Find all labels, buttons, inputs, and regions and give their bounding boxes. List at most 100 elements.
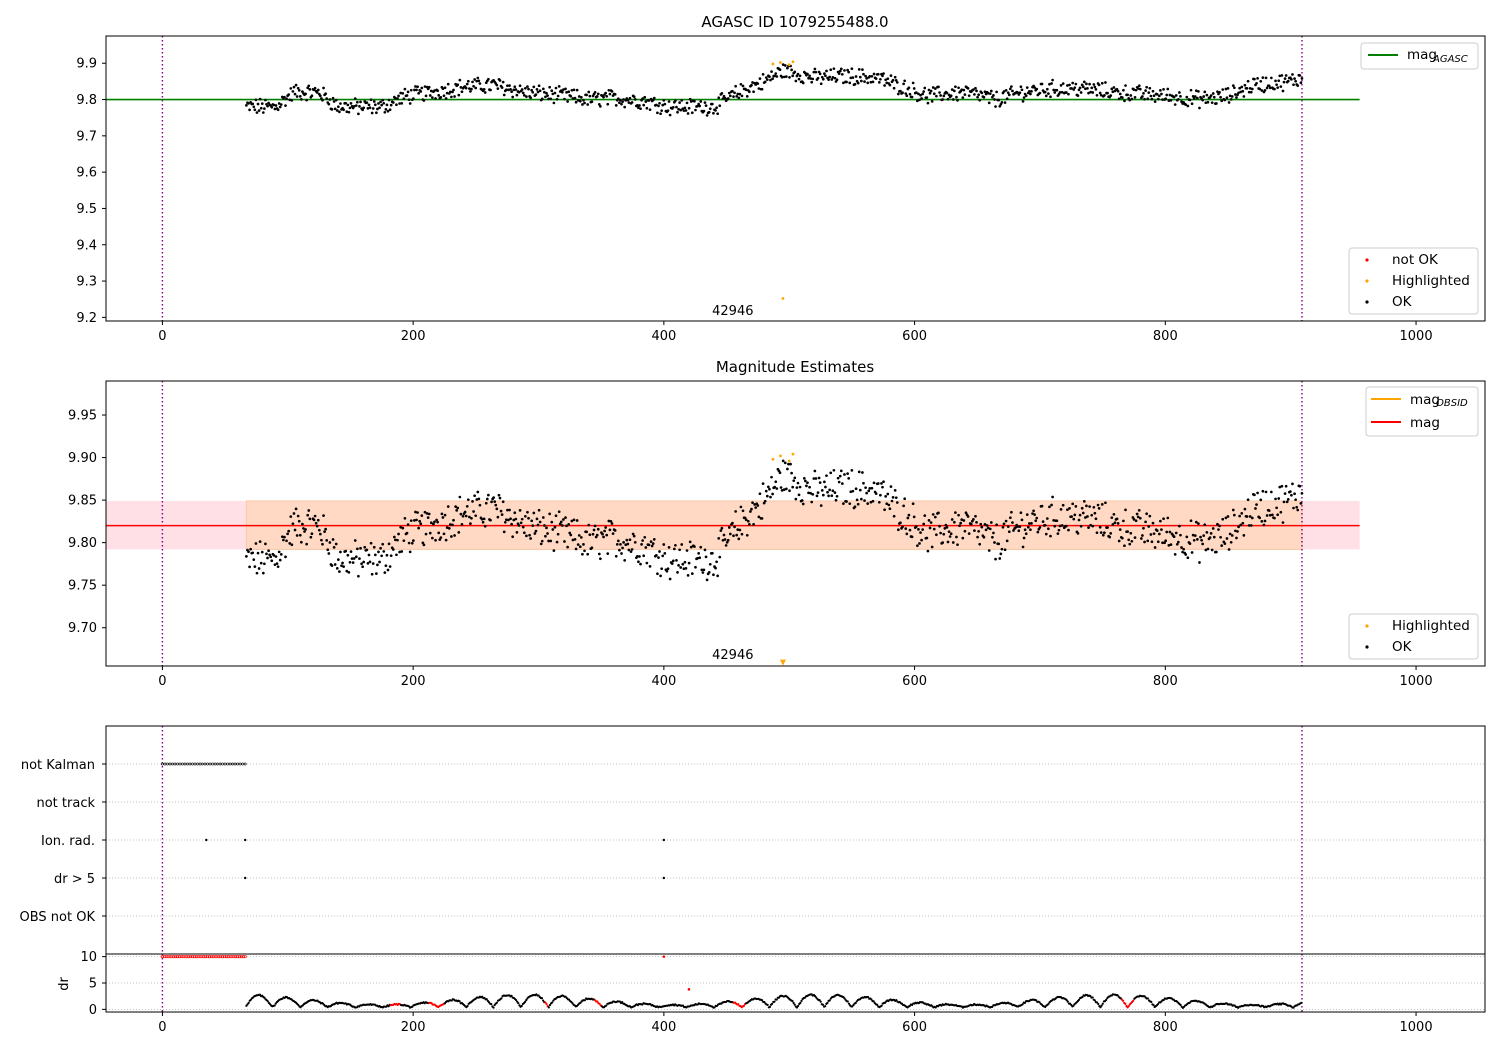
ok-point: [1191, 533, 1195, 537]
ok-point: [420, 514, 424, 517]
legend-mag-obsid-subscript: OBSID: [1436, 398, 1468, 409]
ok-point: [992, 94, 995, 97]
ok-point: [1290, 77, 1293, 81]
p4-ytick-label-5: 5: [89, 977, 97, 992]
ok-point: [862, 481, 865, 485]
ok-point: [1242, 95, 1246, 98]
ok-point: [437, 94, 441, 97]
ok-point: [395, 553, 398, 557]
ok-point: [531, 524, 535, 528]
ok-point: [947, 530, 951, 534]
ok-point: [511, 95, 515, 99]
ok-point: [866, 81, 870, 85]
ok-point: [555, 97, 559, 101]
ok-point: [663, 552, 667, 555]
ok-point: [810, 500, 814, 504]
ok-point: [986, 91, 990, 95]
ok-point: [738, 528, 742, 532]
ok-point: [298, 533, 302, 537]
ok-point: [288, 98, 292, 102]
ok-point: [1247, 524, 1251, 527]
ok-point: [1258, 516, 1262, 520]
ok-point: [536, 523, 540, 527]
ok-point: [306, 513, 310, 517]
ok-point: [1020, 518, 1024, 522]
ok-point: [860, 79, 863, 83]
ok-point: [863, 499, 866, 502]
ok-point: [1256, 491, 1259, 495]
ok-point: [1201, 542, 1204, 546]
ok-point: [886, 77, 890, 81]
ok-point: [472, 510, 475, 513]
ok-point: [1292, 506, 1295, 510]
ok-point: [1010, 85, 1013, 88]
ok-point: [301, 522, 304, 526]
ok-point: [1224, 87, 1228, 91]
ok-point: [899, 521, 902, 525]
ok-point: [978, 98, 982, 102]
dr-saturated-point: [198, 955, 202, 959]
ok-point: [562, 88, 565, 91]
ok-point: [348, 106, 352, 110]
ok-point: [1160, 528, 1163, 531]
highlighted-point: [791, 452, 795, 456]
ok-point: [530, 519, 534, 523]
ok-point: [973, 529, 976, 533]
ok-point: [424, 532, 428, 536]
ok-point: [251, 102, 255, 106]
ok-point: [1277, 497, 1281, 500]
ok-point: [851, 489, 855, 493]
ok-point: [1025, 86, 1029, 89]
ok-point: [1209, 532, 1213, 535]
dr-saturated-point: [175, 955, 180, 959]
ok-point: [896, 92, 900, 96]
dr-saturated-point: [207, 955, 211, 959]
panel1-title: AGASC ID 1079255488.0: [701, 13, 888, 31]
ok-point: [625, 538, 629, 542]
ok-point: [854, 75, 858, 78]
ok-point: [1294, 498, 1297, 502]
ok-point: [267, 549, 270, 553]
ok-point: [663, 102, 667, 106]
ok-point: [504, 88, 508, 92]
ok-point: [409, 519, 413, 523]
ok-point: [814, 70, 818, 74]
ok-point: [596, 527, 600, 531]
ok-point: [356, 547, 359, 551]
ok-point: [1262, 523, 1266, 527]
ok-point: [402, 539, 406, 543]
ok-point: [813, 469, 817, 473]
dr-saturated-point: [183, 955, 187, 959]
ok-point: [373, 553, 377, 557]
ok-point: [858, 75, 862, 79]
ok-point: [1000, 100, 1004, 104]
ok-point: [365, 101, 369, 104]
ok-point: [327, 552, 331, 555]
ok-point: [914, 91, 918, 95]
ok-point: [1249, 524, 1253, 527]
ok-point: [485, 497, 489, 501]
dr-saturated-point: [243, 955, 247, 959]
legend-ok-swatch: [1365, 300, 1369, 304]
ok-point: [711, 551, 714, 555]
ok-point: [608, 92, 612, 96]
panel2-legend-top: mag OBSID mag: [1365, 386, 1479, 437]
ok-point: [1014, 526, 1017, 529]
ok-point: [413, 519, 416, 522]
ok-point: [580, 536, 583, 539]
dr-saturated-point: [162, 955, 166, 959]
ok-point: [910, 95, 914, 99]
ok-point: [845, 80, 848, 84]
ok-point: [506, 508, 509, 512]
flags-gridlines: [102, 763, 1485, 917]
ok-point: [947, 93, 951, 97]
ok-point: [811, 77, 815, 81]
ok-point: [346, 103, 350, 107]
ok-point: [510, 522, 513, 526]
p1-xtick-label-600: 600: [902, 329, 927, 344]
ok-point: [1205, 531, 1209, 534]
ok-point: [826, 490, 829, 494]
ok-point: [1186, 556, 1190, 560]
ok-point: [1104, 81, 1107, 84]
ok-point: [783, 64, 787, 67]
